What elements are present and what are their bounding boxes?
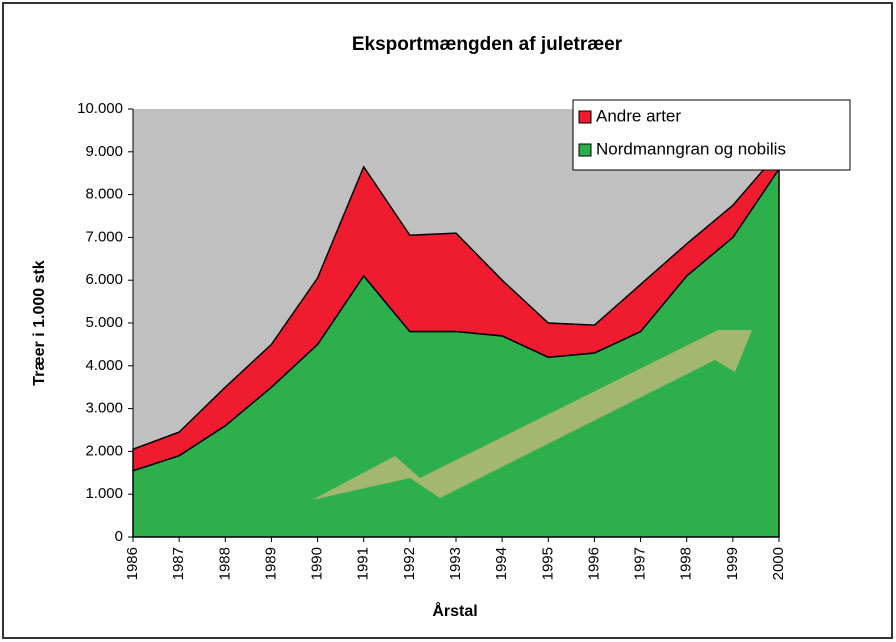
legend-label: Nordmanngran og nobilis bbox=[596, 139, 786, 158]
x-tick-label: 1988 bbox=[216, 547, 233, 580]
x-tick-label: 1998 bbox=[678, 547, 695, 580]
x-tick-label: 2000 bbox=[770, 547, 787, 580]
x-tick-label: 1987 bbox=[170, 547, 187, 580]
y-tick-label: 0 bbox=[115, 528, 123, 545]
y-tick-label: 1.000 bbox=[85, 485, 123, 502]
legend-swatch bbox=[578, 143, 592, 157]
x-axis-label: Årstal bbox=[432, 601, 477, 620]
y-axis-label: Træer i 1.000 stk bbox=[31, 260, 48, 386]
y-tick-label: 7.000 bbox=[85, 228, 123, 245]
legend-swatch bbox=[578, 110, 592, 124]
x-tick-label: 1995 bbox=[539, 547, 556, 580]
x-tick-label: 1992 bbox=[401, 547, 418, 580]
y-tick-label: 8.000 bbox=[85, 186, 123, 203]
x-tick-label: 1999 bbox=[724, 547, 741, 580]
x-tick-label: 1991 bbox=[355, 547, 372, 580]
legend-label: Andre arter bbox=[596, 106, 681, 125]
y-tick-label: 9.000 bbox=[85, 143, 123, 160]
x-tick-label: 1994 bbox=[493, 547, 510, 580]
chart-title: Eksportmængden af juletræer bbox=[352, 34, 623, 55]
x-tick-label: 1990 bbox=[309, 547, 326, 580]
arrow-decoration bbox=[312, 330, 752, 500]
legend bbox=[572, 99, 851, 171]
x-tick-label: 1997 bbox=[632, 547, 649, 580]
y-tick-label: 5.000 bbox=[85, 314, 123, 331]
y-tick-label: 3.000 bbox=[85, 400, 123, 417]
y-tick-label: 4.000 bbox=[85, 357, 123, 374]
x-tick-label: 1989 bbox=[262, 547, 279, 580]
x-tick-label: 1986 bbox=[124, 547, 141, 580]
y-tick-label: 2.000 bbox=[85, 442, 123, 459]
x-tick-label: 1993 bbox=[447, 547, 464, 580]
y-tick-label: 6.000 bbox=[85, 271, 123, 288]
y-tick-label: 10.000 bbox=[77, 100, 123, 117]
x-tick-label: 1996 bbox=[585, 547, 602, 580]
